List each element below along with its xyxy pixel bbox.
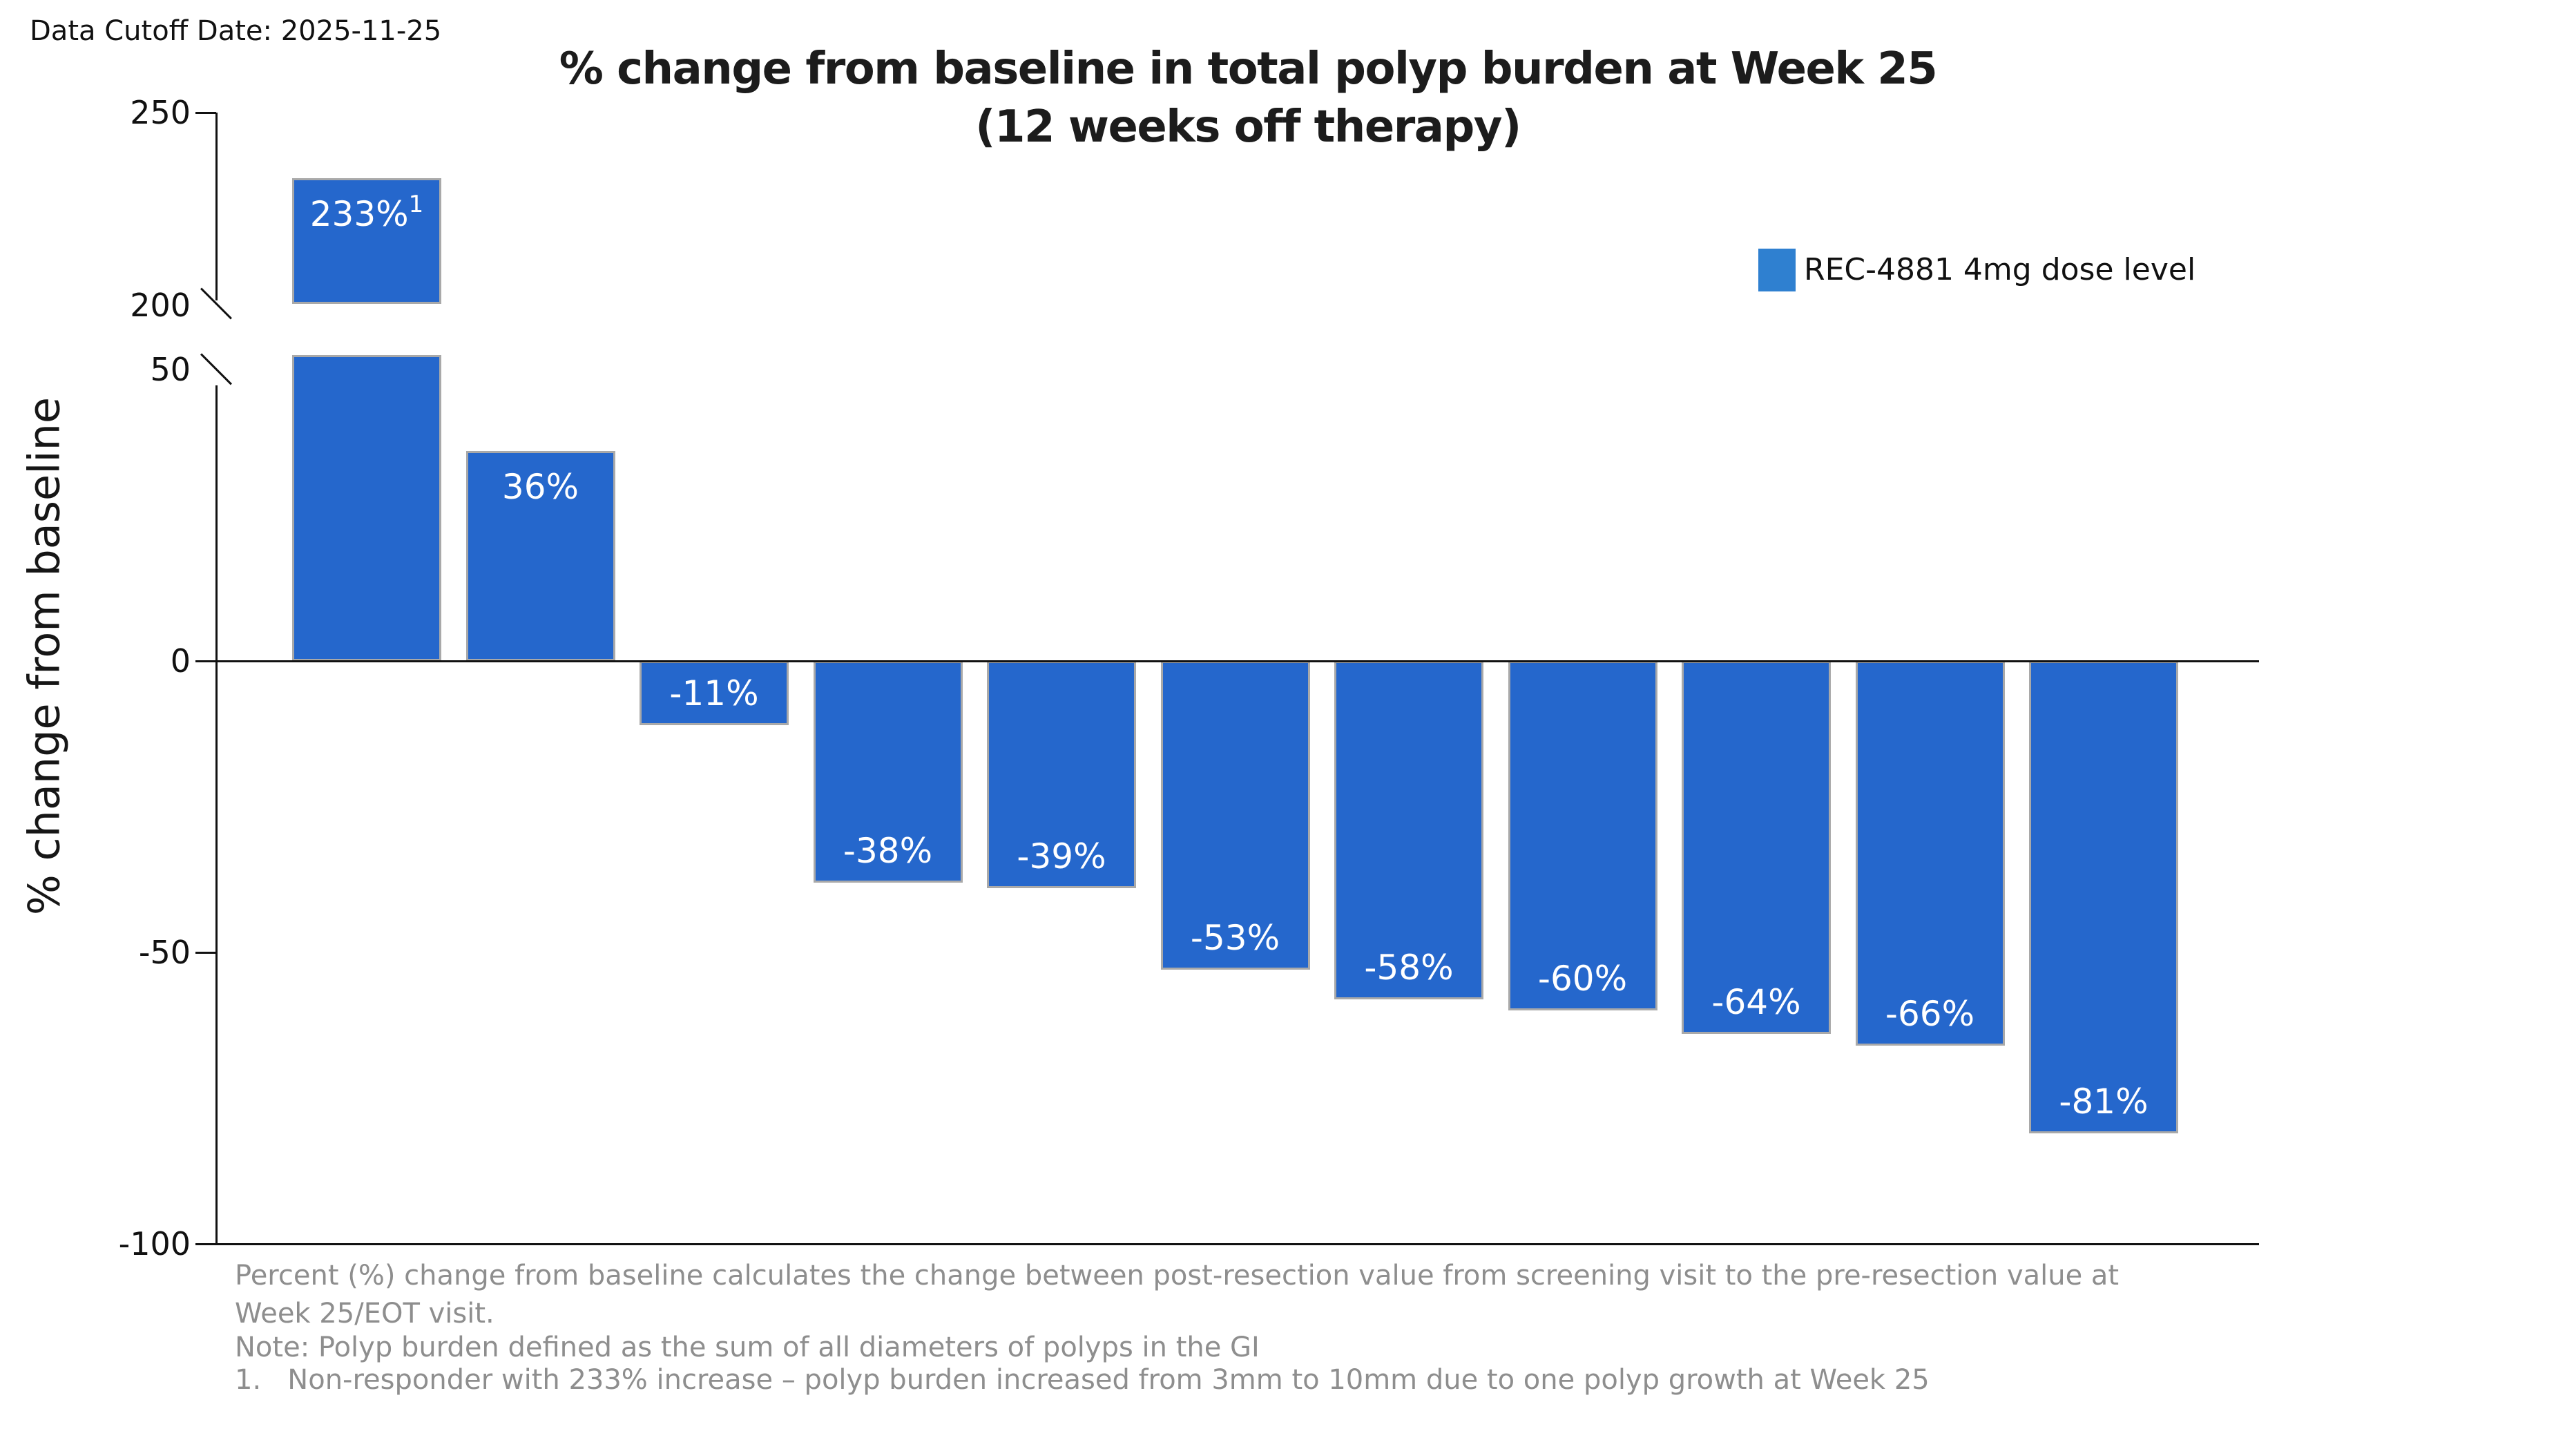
bar-segment [1508,661,1657,1011]
y-axis-spine [215,385,218,1244]
bar-segment [292,177,441,304]
bar-segment [1160,661,1310,970]
footnote-line: Note: Polyp burden defined as the sum of… [235,1332,1260,1363]
bar-segment [1334,661,1483,999]
y-tick-label: 0 [170,642,191,680]
bar-segment [1855,661,2005,1046]
y-tick-mark [195,1242,216,1245]
chart-title-line1: % change from baseline in total polyp bu… [559,44,1938,95]
footnote-line: Percent (%) change from baseline calcula… [235,1260,2120,1292]
footnote-line: Week 25/EOT visit. [235,1298,494,1329]
bar-value-label: -81% [2059,1081,2149,1122]
y-tick-label: -50 [138,934,191,971]
bar-value-label: -53% [1190,918,1280,959]
y-tick-label: 250 [130,94,191,131]
y-tick-label: 50 [150,351,191,388]
bar-value-label: -66% [1885,994,1975,1035]
y-tick-mark [195,951,216,954]
bar-segment [465,451,615,661]
bar-value-label: 233%1 [309,190,424,234]
axis-break-mark [200,353,232,385]
data-cutoff-label: Data Cutoff Date: 2025-11-25 [30,15,442,47]
bar-segment [2029,661,2178,1133]
bar-segment [813,661,963,883]
bar-segment [1682,661,1831,1035]
y-tick-label: -100 [118,1225,191,1263]
chart-title: % change from baseline in total polyp bu… [559,40,1938,156]
zero-line [216,660,2259,662]
bar-segment [987,661,1136,889]
footnote-line: 1. Non-responder with 233% increase – po… [235,1364,1930,1396]
bar-value-label: -11% [669,673,759,713]
x-axis-spine [216,1242,2259,1245]
bar-value-label: -64% [1711,982,1801,1023]
bar-value-label: -58% [1364,947,1454,988]
bar-value-label: 36% [501,467,579,508]
y-tick-mark [195,660,216,662]
y-axis-spine [215,113,218,300]
y-tick-mark [195,111,216,114]
y-tick-label: 200 [130,287,191,324]
legend-series-label: REC-4881 4mg dose level [1804,252,2196,287]
bar-value-label: -38% [843,830,933,871]
bar-segment [292,355,441,661]
bar-value-label: -39% [1017,836,1106,877]
footnote-marker: 1 [408,190,424,218]
bar-value-label: -60% [1537,959,1628,999]
legend-swatch [1758,249,1796,291]
chart-title-line2: (12 weeks off therapy) [975,102,1521,153]
